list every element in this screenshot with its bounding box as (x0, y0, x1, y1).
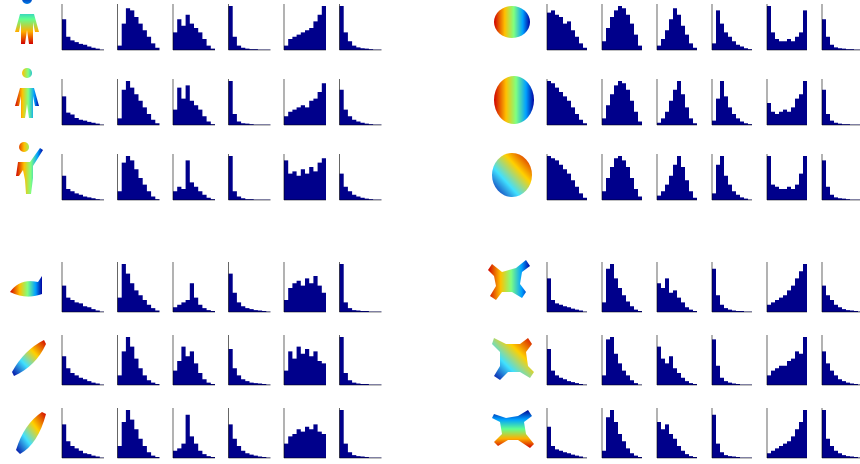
histogram (822, 410, 860, 458)
histogram (602, 337, 642, 385)
histogram (657, 346, 697, 385)
histogram (228, 6, 271, 50)
fish-shapes (10, 276, 46, 454)
shape (494, 76, 534, 124)
histogram (173, 414, 215, 458)
histogram (767, 6, 807, 50)
histogram (767, 264, 807, 312)
histogram (339, 6, 382, 50)
histogram (173, 160, 215, 200)
shape (12, 340, 46, 376)
histogram (767, 337, 807, 385)
frog-shapes (488, 260, 534, 448)
histogram (117, 81, 160, 125)
histogram (547, 278, 587, 312)
histogram (339, 337, 382, 385)
histogram (173, 283, 215, 312)
histogram (712, 156, 752, 200)
histogram (284, 276, 326, 312)
shape (492, 338, 534, 380)
shape (492, 410, 534, 448)
histogram (284, 158, 326, 200)
histogram (62, 19, 104, 50)
histogram (547, 10, 587, 50)
histogram (284, 424, 326, 458)
histogram (767, 156, 807, 200)
histogram (228, 349, 271, 385)
histogram (284, 6, 326, 50)
histogram (657, 8, 697, 50)
histogram (117, 156, 160, 200)
histogram (822, 285, 860, 312)
histogram (339, 89, 382, 125)
shape (16, 412, 46, 454)
histogram (62, 356, 104, 385)
histogram (547, 81, 587, 125)
histogram (117, 8, 160, 50)
histogram (657, 81, 697, 125)
shape (488, 260, 530, 300)
histogram (547, 156, 587, 200)
histogram (547, 349, 587, 385)
histogram (602, 264, 642, 312)
histogram (822, 351, 860, 385)
histogram (62, 175, 104, 200)
head-shapes (492, 6, 534, 197)
histogram (822, 89, 860, 125)
histogram (228, 156, 271, 200)
histogram (173, 346, 215, 385)
shape (16, 142, 43, 194)
histogram (602, 410, 642, 458)
histogram (657, 422, 697, 458)
histogram (822, 160, 860, 200)
histogram (602, 6, 642, 50)
histogram (117, 337, 160, 385)
histogram (173, 14, 215, 51)
histogram (228, 81, 271, 125)
histogram (284, 83, 326, 125)
shape (492, 153, 532, 197)
histogram (284, 346, 326, 385)
histogram (62, 285, 104, 312)
histogram (339, 173, 382, 200)
histogram (712, 339, 752, 385)
shape (494, 6, 530, 38)
histogram (657, 156, 697, 200)
histogram (62, 96, 104, 125)
histogram (62, 424, 104, 458)
human-shapes (15, 0, 43, 194)
histogram (339, 264, 382, 312)
histogram (767, 410, 807, 458)
histogram (228, 424, 271, 458)
shape (15, 68, 39, 118)
histogram (339, 410, 382, 458)
histogram (712, 268, 752, 312)
histogram (712, 10, 752, 50)
histogram (117, 264, 160, 312)
shape (15, 0, 39, 44)
histogram (712, 414, 752, 458)
histogram (767, 81, 807, 125)
histogram (173, 85, 215, 125)
histogram (117, 410, 160, 458)
histogram (602, 156, 642, 200)
histogram (657, 278, 697, 312)
histogram (602, 81, 642, 125)
histogram (228, 273, 271, 312)
shape (10, 276, 42, 297)
histogram (712, 81, 752, 125)
histogram (822, 19, 860, 50)
histogram (547, 426, 587, 458)
